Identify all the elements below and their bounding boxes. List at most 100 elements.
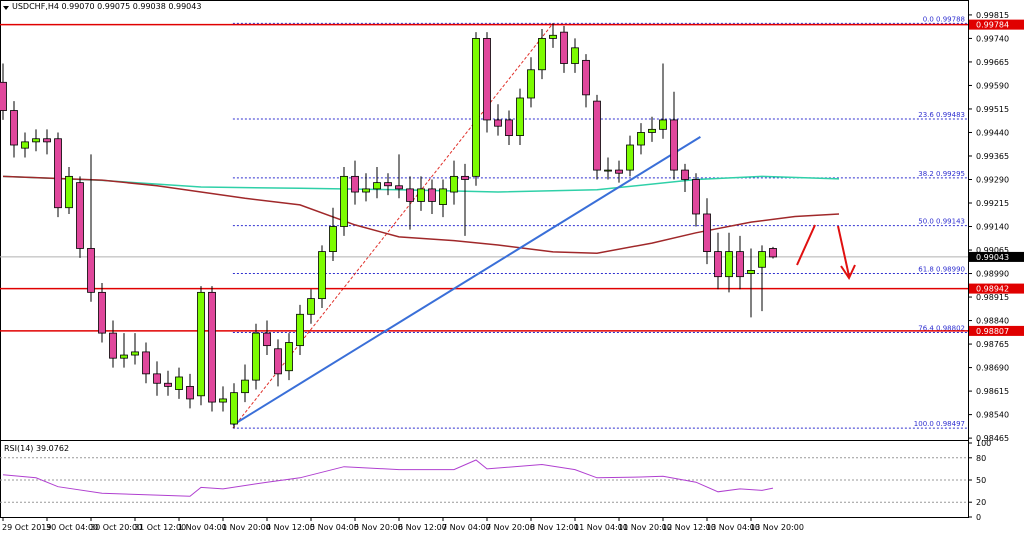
y-tick-label: 0.99290 [976,175,1009,184]
y-tick-label: 0.99740 [976,34,1009,43]
candle-body [21,141,29,149]
price-tag [969,325,1024,336]
candle-body [329,226,337,252]
fib-label: 38.2 0.99295 [918,170,965,178]
y-tick-label: 0.99665 [976,58,1009,67]
price-tag-label: 0.98807 [976,327,1009,336]
fib-label: 76.4 0.98802 [918,324,965,332]
candle-body [230,392,238,425]
x-tick-label: 12 Nov 12:00 [662,523,716,532]
x-tick-label: 30 Oct 04:00 [46,523,98,532]
candle-body [197,291,205,397]
candle-body [373,182,381,190]
candle-body [406,188,414,202]
candle-body [670,119,678,171]
arrow-up [796,224,816,266]
candle-body [285,342,293,372]
candle-body [54,138,62,209]
header: USDCHF,H4 0.99070 0.99075 0.99038 0.9904… [12,2,201,11]
fib-label: 100.0 0.98497 [914,420,965,428]
candle-body [582,59,590,96]
candle-body [384,182,392,187]
candle-body [637,132,645,146]
y-tick-label: 0.99215 [976,199,1009,208]
x-tick-label: 13 Nov 04:00 [706,523,760,532]
indicator-line [232,136,701,426]
candle-body [241,379,249,394]
rsi-tick-label: 80 [976,454,986,463]
candle-body [516,97,524,137]
candle-body [769,248,777,258]
candle-body [428,188,436,202]
x-tick-label: 7 Nov 20:00 [486,523,535,532]
candle-body [296,313,304,347]
candle-body [65,175,73,209]
fib-label: 50.0 0.99143 [918,218,965,226]
price-tag-label: 0.99784 [976,21,1009,30]
y-tick-label: 0.98465 [976,434,1009,443]
y-tick-label: 0.99590 [976,81,1009,90]
candle-body [32,138,40,143]
candle-body [615,169,623,174]
y-tick-label: 0.99140 [976,223,1009,232]
x-tick-label: 11 Nov 20:00 [618,523,672,532]
price-tag [969,283,1024,294]
candle-body [395,185,403,190]
x-tick-label: 11 Nov 04:00 [574,523,628,532]
candle-body [164,382,172,387]
candle-body [527,69,535,99]
candle-body [626,144,634,171]
rsi-label: RSI(14) 39.0762 [4,444,69,453]
candle-body [109,332,117,359]
fib-label: 23.6 0.99483 [918,111,965,119]
candle-body [483,38,491,121]
candle-body [340,175,348,227]
x-tick-label: 7 Nov 04:00 [442,523,491,532]
y-tick-label: 0.98540 [976,411,1009,420]
candle-body [131,351,139,356]
candle-body [571,47,579,64]
candle-body [692,179,700,215]
fib-label: 61.8 0.98990 [918,266,965,274]
candle-body [560,31,568,64]
x-tick-label: 31 Oct 12:00 [134,523,186,532]
y-tick-label: 0.98990 [976,270,1009,279]
candle-body [351,175,359,193]
candle-body [98,291,106,334]
candle-body [208,291,216,403]
y-tick-label: 0.99515 [976,105,1009,114]
price-tag-label: 0.99043 [976,253,1009,262]
candle-body [758,251,766,268]
x-tick-label: 30 Oct 20:00 [90,523,142,532]
candle-body [681,169,689,180]
x-tick-label: 29 Oct 2019 [2,523,51,532]
x-tick-label: 13 Nov 20:00 [750,523,804,532]
frame [0,0,969,518]
price-tag [969,251,1024,262]
y-tick-label: 0.99815 [976,11,1009,20]
indicator-line [2,175,840,193]
candle-body [153,373,161,384]
x-tick-label: 8 Nov 12:00 [530,523,579,532]
y-tick-label: 0.99440 [976,128,1009,137]
candle-body [439,188,447,205]
y-tick-label: 0.98690 [976,364,1009,373]
candle-body [604,169,612,172]
candle-body [747,270,755,274]
candle-body [76,182,84,249]
candle-body [736,251,744,278]
menu-triangle [3,6,9,10]
x-tick-label: 5 Nov 20:00 [354,523,403,532]
candle-body [549,34,557,39]
candle-body [714,251,722,278]
candle-body [450,175,458,193]
candle-body [417,188,425,202]
candle-body [186,385,194,400]
rsi-tick-label: 20 [976,498,986,507]
y-tick-label: 0.98765 [976,340,1009,349]
arrow-down [837,225,856,281]
candle-body [472,38,480,177]
candle-body [538,38,546,71]
candle-body [10,110,18,146]
y-tick-label: 0.99065 [976,246,1009,255]
